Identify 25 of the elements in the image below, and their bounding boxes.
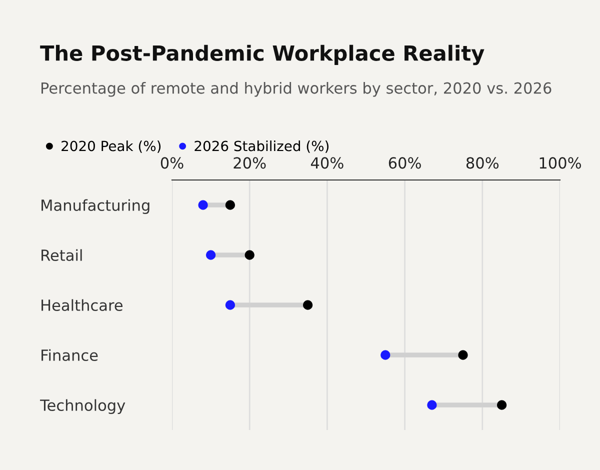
point xyxy=(198,200,208,210)
x-tick-label: 0% xyxy=(160,157,184,169)
chart-subtitle: Percentage of remote and hybrid workers by sector, 2020 vs. 2026 xyxy=(42,82,552,97)
y-tick-label: Finance xyxy=(42,349,98,362)
point xyxy=(380,350,390,360)
point xyxy=(427,400,437,410)
point xyxy=(302,300,313,310)
point xyxy=(206,250,216,260)
y-tick-label: Healthcare xyxy=(42,299,123,312)
legend-label: 2026 Stabilized (%) xyxy=(194,140,329,153)
point xyxy=(458,350,468,360)
x-tick-label: 60% xyxy=(388,157,421,169)
y-tick-label: Manufacturing xyxy=(42,199,150,214)
x-tick-label: 100% xyxy=(540,157,581,169)
y-tick-label: Retail xyxy=(42,249,82,262)
legend-label: 2020 Peak (%) xyxy=(62,140,161,153)
x-tick-label: 40% xyxy=(310,157,344,169)
x-tick-label: 20% xyxy=(234,157,266,169)
point xyxy=(496,400,507,410)
point xyxy=(225,200,236,210)
y-tick-label: Technology xyxy=(40,399,126,414)
point xyxy=(244,250,254,260)
chart-title: The Post-Pandemic Workplace Reality xyxy=(40,44,484,66)
point xyxy=(225,300,236,310)
x-tick-label: 80% xyxy=(466,157,499,169)
